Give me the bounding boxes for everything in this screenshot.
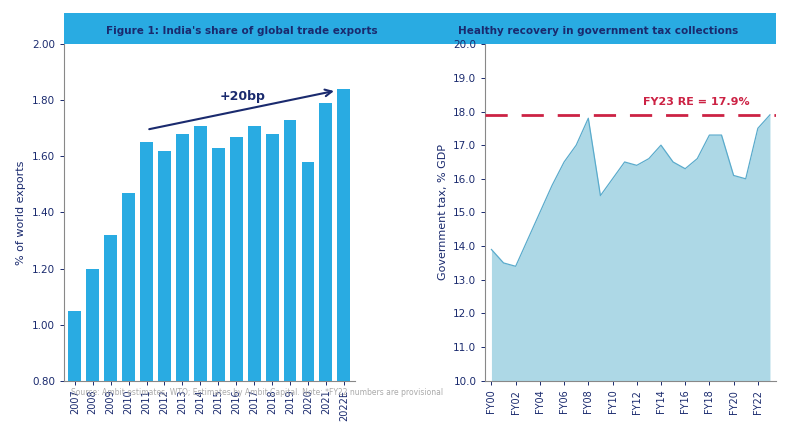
Bar bbox=[283, 120, 297, 381]
Bar bbox=[140, 142, 153, 381]
Text: Source: Ambit estimates, WTO; Estimates by Ambit Capital. Note: *FY22 numbers ar: Source: Ambit estimates, WTO; Estimates … bbox=[71, 388, 443, 397]
Bar bbox=[319, 103, 332, 381]
Y-axis label: % of world exports: % of world exports bbox=[16, 160, 26, 264]
Bar bbox=[248, 126, 261, 381]
Bar bbox=[158, 151, 171, 381]
Bar bbox=[212, 148, 225, 381]
Bar bbox=[266, 134, 278, 381]
Bar bbox=[230, 137, 242, 381]
Text: +20bp: +20bp bbox=[220, 90, 266, 103]
Bar bbox=[104, 235, 117, 381]
Bar bbox=[86, 269, 99, 381]
Text: Figure 1: India's share of global trade exports: Figure 1: India's share of global trade … bbox=[106, 26, 378, 36]
Bar bbox=[302, 162, 314, 381]
Text: Healthy recovery in government tax collections: Healthy recovery in government tax colle… bbox=[458, 26, 738, 36]
Y-axis label: Government tax, % GDP: Government tax, % GDP bbox=[438, 144, 448, 280]
Bar bbox=[68, 310, 82, 381]
Bar bbox=[194, 126, 206, 381]
Bar bbox=[338, 89, 350, 381]
Bar bbox=[176, 134, 189, 381]
Text: FY23 RE = 17.9%: FY23 RE = 17.9% bbox=[643, 98, 750, 108]
Bar bbox=[122, 193, 135, 381]
